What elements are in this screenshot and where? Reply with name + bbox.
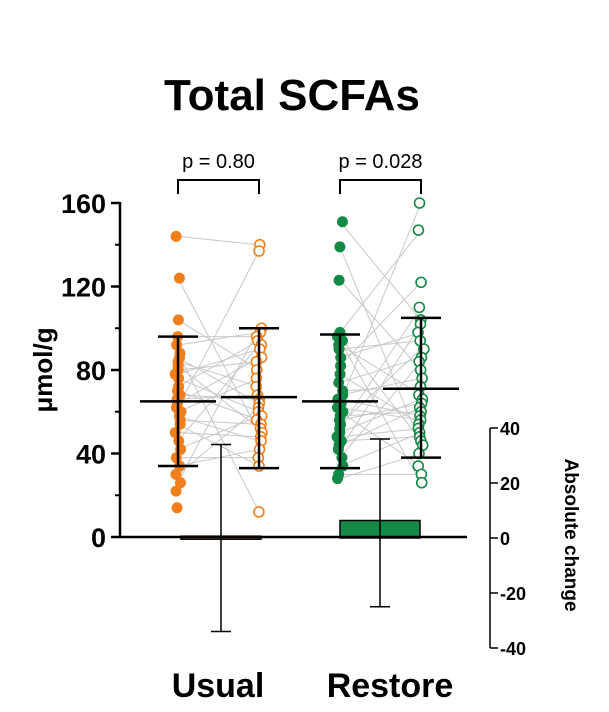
y-right-tick-label: 20	[500, 474, 520, 494]
data-points	[169, 197, 430, 518]
paired-connector-line	[339, 373, 422, 425]
before-point-usual	[170, 468, 182, 480]
paired-connector-line	[339, 331, 422, 358]
before-point-usual	[170, 485, 182, 497]
paired-connector-line	[339, 402, 422, 421]
paired-connector-line	[339, 361, 422, 458]
paired-connector-line	[339, 281, 422, 367]
paired-connector-line	[177, 415, 260, 450]
y-right-tick-label: 0	[500, 529, 510, 549]
y-right-tick-label: 40	[500, 419, 520, 439]
y-tick-label: 120	[61, 273, 106, 303]
paired-connector-line	[177, 357, 260, 404]
paired-connector-line	[339, 221, 422, 321]
y-tick-label: 80	[76, 356, 106, 386]
paired-connector-line	[339, 411, 422, 417]
before-point-restore	[332, 473, 344, 485]
paired-connector-line	[339, 407, 422, 446]
y-tick-label: 0	[91, 523, 106, 553]
paired-connector-line	[339, 386, 422, 392]
paired-connector-line	[177, 361, 260, 371]
paired-connector-line	[339, 307, 422, 429]
paired-connector-line	[177, 235, 260, 246]
before-point-usual	[172, 314, 184, 326]
paired-connector-line	[177, 415, 260, 442]
paired-connector-line	[177, 340, 260, 388]
before-point-usual	[170, 230, 182, 242]
paired-connector-line	[177, 432, 260, 438]
y-tick-label: 160	[61, 189, 106, 219]
y-right-tick-label: -40	[500, 639, 526, 659]
before-point-usual	[171, 339, 183, 351]
before-point-restore	[334, 241, 346, 253]
significance-bracket	[177, 179, 260, 194]
paired-connector-line	[339, 279, 422, 371]
paired-connector-line	[177, 419, 260, 425]
after-point-restore	[412, 224, 425, 236]
axes: 0 40 80 120 160 -40 -20 0 20 40	[61, 189, 526, 659]
p-value-label: p = 0.028	[339, 151, 423, 173]
x-category-label: Usual	[172, 667, 265, 705]
paired-connector-line	[177, 377, 260, 413]
paired-connector-line	[339, 202, 422, 404]
paired-connector-line	[339, 229, 422, 333]
after-point-restore	[413, 197, 426, 209]
paired-connector-line	[339, 398, 422, 434]
paired-connector-line	[339, 427, 422, 438]
before-point-restore	[333, 274, 345, 286]
paired-connector-line	[339, 323, 422, 450]
change-bars	[180, 438, 421, 633]
labels: p = 0.80 Usual p = 0.028 Restore	[172, 151, 454, 705]
before-point-usual	[173, 272, 185, 284]
after-point-restore	[415, 476, 428, 489]
y-axis-label: μmol/g	[28, 327, 58, 412]
paired-connector-line	[177, 348, 260, 375]
after-point-usual	[253, 245, 265, 257]
p-value-label: p = 0.80	[182, 151, 255, 173]
paired-connector-line	[177, 328, 260, 483]
paired-connector-line	[177, 344, 260, 442]
before-point-restore	[333, 377, 345, 389]
summary-overlays	[140, 316, 459, 470]
x-category-label: Restore	[327, 667, 454, 705]
after-point-restore	[415, 276, 427, 289]
paired-connector-line	[177, 331, 260, 346]
y-axis-right-label: Absolute change	[560, 458, 581, 611]
significance-bracket	[339, 179, 422, 194]
before-point-usual	[171, 502, 183, 514]
chart-title: Total SCFAs	[164, 71, 420, 120]
before-point-restore	[336, 216, 348, 228]
y-right-tick-label: -20	[500, 584, 526, 604]
before-point-usual	[174, 477, 186, 489]
y-tick-label: 40	[76, 440, 106, 470]
after-point-restore	[413, 301, 426, 314]
paired-connector-line	[177, 394, 260, 400]
paired-connector-line	[177, 407, 260, 475]
paired-connector-line	[177, 250, 260, 408]
paired-connector-line	[177, 277, 260, 433]
paired-connector-line	[177, 361, 260, 388]
paired-connectors	[177, 202, 422, 513]
after-point-usual	[253, 506, 265, 518]
